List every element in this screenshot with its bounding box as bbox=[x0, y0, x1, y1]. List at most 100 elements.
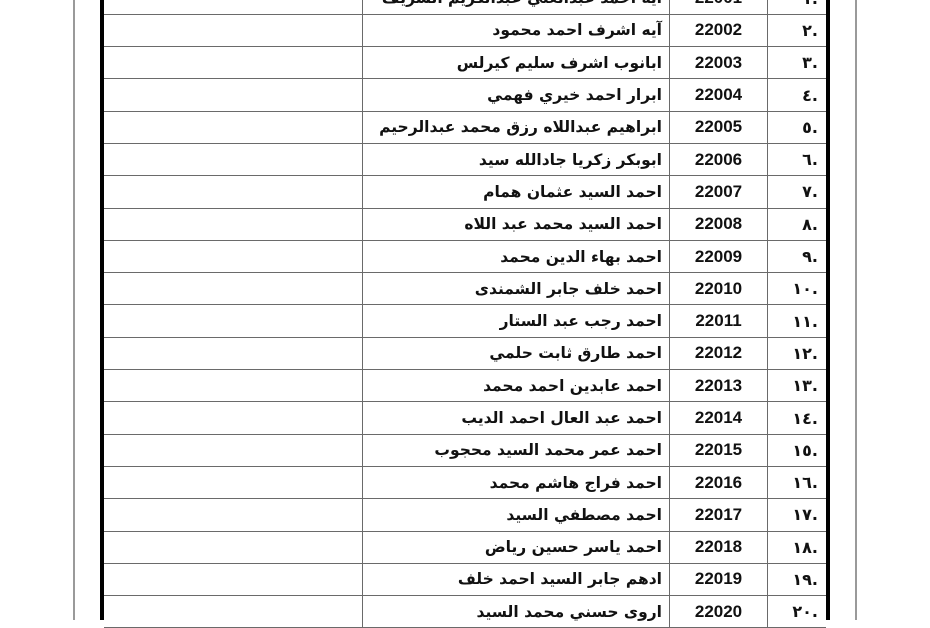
blank-cell bbox=[104, 435, 362, 466]
blank-cell bbox=[104, 338, 362, 369]
table-row: .١٧ 22017 احمد مصطفي السيد bbox=[104, 499, 826, 532]
table-row: .٤ 22004 ابرار احمد خيري فهمي bbox=[104, 79, 826, 112]
student-name: احمد رجب عبد الستار bbox=[362, 305, 669, 337]
blank-cell bbox=[104, 15, 362, 46]
student-name: احمد مصطفي السيد bbox=[362, 499, 669, 531]
student-name: احمد خلف جابر الشمندى bbox=[362, 273, 669, 305]
student-name: آيه احمد عبدالغني عبدالكريم الشريف bbox=[362, 0, 669, 14]
student-code: 22020 bbox=[669, 596, 768, 628]
blank-cell bbox=[104, 273, 362, 304]
student-name: ادهم جابر السيد احمد خلف bbox=[362, 563, 669, 596]
blank-cell bbox=[104, 144, 362, 175]
row-number: .١٧ bbox=[792, 505, 818, 525]
row-number: .٥ bbox=[802, 117, 818, 137]
blank-cell bbox=[104, 176, 362, 207]
row-number: .٧ bbox=[802, 182, 818, 202]
table-row: .٣ 22003 ابانوب اشرف سليم كيرلس bbox=[104, 47, 826, 80]
row-number: .٨ bbox=[802, 214, 818, 234]
table-row: .١22001آيه احمد عبدالغني عبدالكريم الشري… bbox=[104, 0, 826, 15]
blank-cell bbox=[104, 596, 362, 627]
row-number: .٦ bbox=[802, 150, 818, 170]
table-row: .١٦ 22016 احمد فراج هاشم محمد bbox=[104, 466, 826, 500]
row-number: .٣ bbox=[802, 53, 818, 73]
blank-cell bbox=[104, 370, 362, 401]
row-number: .٢٠ bbox=[792, 602, 818, 622]
table-row: .١٣ 22013 احمد عابدين احمد محمد bbox=[104, 370, 826, 403]
student-code: 22007 bbox=[669, 176, 768, 208]
table-row: .١٢ 22012 احمد طارق ثابت حلمي bbox=[104, 337, 826, 371]
table-row: .٢ 22002 آيه اشرف احمد محمود bbox=[104, 14, 826, 48]
student-code: 22009 bbox=[669, 240, 768, 273]
student-code: 22011 bbox=[669, 305, 768, 337]
table-row: .٧ 22007 احمد السيد عثمان همام bbox=[104, 176, 826, 209]
student-name: احمد عبد العال احمد الديب bbox=[362, 402, 669, 434]
student-code: 22005 bbox=[669, 111, 768, 143]
student-code: 22006 bbox=[669, 143, 768, 176]
student-code: 22015 bbox=[669, 434, 768, 466]
row-number: .١٦ bbox=[792, 473, 818, 493]
page-border-right bbox=[855, 0, 857, 620]
student-code: 22010 bbox=[669, 273, 768, 305]
blank-cell bbox=[104, 532, 362, 563]
student-name: ابراهيم عبداللاه رزق محمد عبدالرحيم bbox=[362, 111, 669, 143]
student-name: احمد السيد عثمان همام bbox=[362, 176, 669, 208]
table-row: .٦ 22006 ابوبكر زكريا جادالله سيد bbox=[104, 143, 826, 177]
student-name: احمد عابدين احمد محمد bbox=[362, 370, 669, 402]
page-border-left bbox=[73, 0, 75, 620]
row-number: .٩ bbox=[802, 247, 818, 267]
student-code: 22001 bbox=[669, 0, 768, 14]
student-name: احمد عمر محمد السيد محجوب bbox=[362, 434, 669, 466]
student-name: احمد طارق ثابت حلمي bbox=[362, 337, 669, 370]
student-name: احمد بهاء الدين محمد bbox=[362, 240, 669, 273]
student-name: ابوبكر زكريا جادالله سيد bbox=[362, 143, 669, 176]
student-code: 22019 bbox=[669, 563, 768, 596]
student-code: 22018 bbox=[669, 531, 768, 563]
row-number: .١٢ bbox=[792, 343, 818, 363]
row-number: .١٩ bbox=[792, 569, 818, 589]
student-name: آيه اشرف احمد محمود bbox=[362, 14, 669, 47]
blank-cell bbox=[104, 112, 362, 143]
student-code: 22017 bbox=[669, 499, 768, 531]
row-number: .٤ bbox=[802, 85, 818, 105]
blank-cell bbox=[104, 564, 362, 595]
student-code: 22013 bbox=[669, 370, 768, 402]
student-table: .١22001آيه احمد عبدالغني عبدالكريم الشري… bbox=[104, 0, 826, 628]
blank-cell bbox=[104, 79, 362, 110]
table-border-left bbox=[100, 0, 104, 620]
student-code: 22014 bbox=[669, 402, 768, 434]
blank-cell bbox=[104, 209, 362, 240]
student-code: 22003 bbox=[669, 47, 768, 79]
student-name: اروى حسني محمد السيد bbox=[362, 596, 669, 628]
table-row: .١٨ 22018 احمد ياسر حسين رياض bbox=[104, 531, 826, 564]
blank-cell bbox=[104, 467, 362, 498]
table-row: .٢٠ 22020 اروى حسني محمد السيد bbox=[104, 596, 826, 628]
row-number: .١٨ bbox=[792, 537, 818, 557]
student-name: احمد ياسر حسين رياض bbox=[362, 531, 669, 563]
table-row: .١٥ 22015 احمد عمر محمد السيد محجوب bbox=[104, 434, 826, 467]
student-code: 22008 bbox=[669, 208, 768, 240]
student-name: احمد السيد محمد عبد اللاه bbox=[362, 208, 669, 240]
table-row: .٨ 22008 احمد السيد محمد عبد اللاه bbox=[104, 208, 826, 241]
table-border-right bbox=[826, 0, 830, 620]
student-code: 22002 bbox=[669, 14, 768, 47]
table-row: .١٠ 22010 احمد خلف جابر الشمندى bbox=[104, 273, 826, 306]
row-number: .١٣ bbox=[792, 376, 818, 396]
table-row: .١٩ 22019 ادهم جابر السيد احمد خلف bbox=[104, 563, 826, 597]
row-number: .١٠ bbox=[792, 279, 818, 299]
student-code: 22016 bbox=[669, 466, 768, 499]
student-name: ابرار احمد خيري فهمي bbox=[362, 79, 669, 111]
blank-cell bbox=[104, 47, 362, 78]
row-number: .١ bbox=[768, 0, 826, 14]
blank-cell bbox=[104, 402, 362, 433]
blank-cell bbox=[104, 241, 362, 272]
blank-cell bbox=[104, 305, 362, 336]
student-code: 22004 bbox=[669, 79, 768, 111]
row-number: .١١ bbox=[792, 311, 818, 331]
blank-cell bbox=[104, 499, 362, 530]
table-row: .١٤ 22014 احمد عبد العال احمد الديب bbox=[104, 402, 826, 435]
table-row: .٥ 22005 ابراهيم عبداللاه رزق محمد عبدالرح… bbox=[104, 111, 826, 144]
row-number: .١٤ bbox=[792, 408, 818, 428]
student-name: ابانوب اشرف سليم كيرلس bbox=[362, 47, 669, 79]
table-row: .٩ 22009 احمد بهاء الدين محمد bbox=[104, 240, 826, 274]
row-number: .١٥ bbox=[792, 440, 818, 460]
